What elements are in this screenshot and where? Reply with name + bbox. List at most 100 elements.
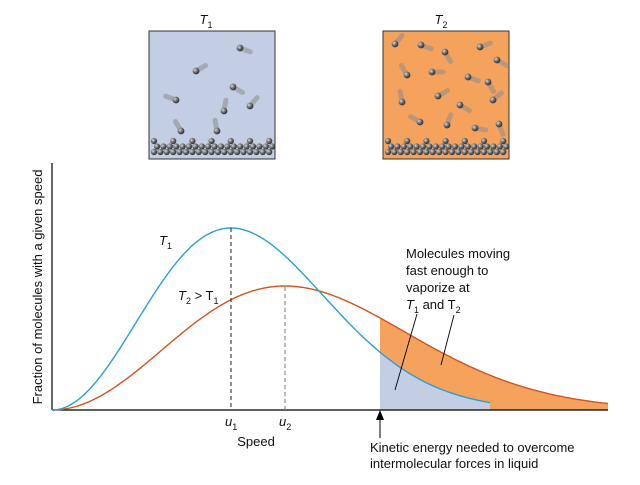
annotation-line-4: T1 and T2 (406, 297, 461, 315)
liquid-molecule (400, 143, 407, 150)
liquid-molecule (157, 148, 164, 156)
box-t2: T2 (382, 12, 510, 160)
gas-molecule (443, 121, 451, 129)
box-t2-label: T2 (435, 12, 448, 30)
liquid-molecule (404, 148, 411, 156)
liquid-molecule (150, 148, 158, 156)
liquid-molecule (243, 143, 250, 150)
liquid-molecule (221, 148, 228, 156)
gas-molecule (456, 101, 464, 109)
gas-molecule (416, 118, 424, 126)
liquid-molecule (253, 148, 260, 156)
box-t1-label: T1 (200, 12, 213, 30)
liquid-molecule (490, 143, 497, 150)
liquid-molecule (259, 148, 266, 156)
liquid-molecule (227, 137, 234, 145)
liquid-molecule (413, 143, 420, 150)
gas-molecule (471, 124, 479, 132)
liquid-molecule (182, 148, 190, 156)
liquid-molecule (170, 148, 177, 156)
liquid-molecule (230, 143, 237, 150)
curve-t1 (51, 227, 491, 411)
liquid-molecule (451, 143, 459, 150)
liquid-molecule (416, 148, 424, 156)
liquid-molecule (471, 143, 478, 150)
liquid-molecule (195, 148, 202, 156)
liquid-molecule (500, 137, 507, 145)
liquid-molecule (487, 148, 494, 156)
annotation-line-1: Molecules moving (406, 246, 510, 261)
x-axis-label: Speed (237, 434, 275, 449)
liquid-molecule (419, 143, 427, 150)
liquid-molecule (217, 143, 225, 150)
liquid-molecule (384, 148, 392, 156)
liquid-molecule (461, 148, 468, 156)
gas-molecule (476, 43, 484, 51)
gas-molecule (484, 78, 492, 86)
liquid-molecule (464, 143, 471, 150)
gas-molecule (403, 71, 411, 79)
annotation-pointer-t2 (440, 314, 455, 366)
gas-molecule (391, 40, 399, 48)
liquid-molecule (500, 148, 507, 156)
liquid-molecule (198, 143, 205, 150)
gas-molecule (220, 107, 228, 115)
box-t1-molecules (150, 44, 276, 156)
liquid-molecule (249, 143, 257, 150)
gas-molecule (495, 120, 503, 128)
liquid-molecule (185, 143, 193, 150)
threshold-line-2: intermolecular forces in liquid (370, 456, 538, 471)
gas-molecule (464, 73, 472, 81)
curve-t1-label: T1 (159, 233, 172, 251)
liquid-molecule (483, 143, 491, 150)
gas-molecule (229, 83, 237, 91)
liquid-molecule (397, 148, 404, 156)
liquid-molecule (237, 143, 244, 150)
liquid-molecule (262, 143, 269, 150)
liquid-molecule (208, 148, 215, 156)
tick-u1: u1 (225, 414, 237, 432)
gas-molecule (213, 127, 221, 135)
annotation-pointer-t1 (394, 313, 418, 391)
liquid-molecule (503, 143, 510, 150)
threshold-line-1: Kinetic energy needed to overcome (370, 440, 575, 455)
liquid-molecule (214, 148, 222, 156)
liquid-molecule (404, 137, 411, 145)
liquid-molecule (240, 148, 247, 156)
y-axis-label: Fraction of molecules with a given speed (30, 170, 45, 405)
curve-t2-label: T2 > T1 (178, 288, 219, 306)
liquid-molecule (234, 148, 241, 156)
liquid-molecule (153, 143, 161, 150)
liquid-molecule (439, 143, 446, 150)
liquid-molecule (432, 143, 439, 150)
liquid-molecule (246, 148, 254, 156)
liquid-molecule (458, 143, 465, 150)
liquid-molecule (179, 143, 186, 150)
liquid-molecule (163, 148, 170, 156)
annotation-line-3: vaporize at (406, 280, 470, 295)
liquid-molecule (426, 143, 433, 150)
gas-molecule (493, 56, 501, 64)
box-t1: T1 (148, 12, 276, 160)
liquid-molecule (266, 137, 273, 145)
liquid-molecule (407, 143, 414, 150)
liquid-molecule (227, 148, 234, 156)
curve-t2 (52, 285, 609, 411)
gas-molecule (441, 48, 449, 56)
liquid-molecule (436, 148, 443, 156)
liquid-molecule (256, 143, 263, 150)
liquid-molecule (493, 148, 500, 156)
liquid-molecule (211, 143, 218, 150)
annotation-line-2: fast enough to (406, 263, 488, 278)
liquid-molecule (480, 137, 488, 145)
liquid-molecule (496, 143, 503, 150)
box-t1-frame (148, 30, 276, 160)
liquid-molecule (189, 137, 196, 145)
liquid-molecule (448, 148, 456, 156)
tick-u2: u2 (279, 414, 291, 432)
liquid-molecule (445, 143, 452, 150)
liquid-molecule (423, 137, 430, 145)
liquid-molecule (269, 143, 276, 150)
liquid-molecule (205, 143, 212, 150)
liquid-molecule (477, 143, 484, 150)
